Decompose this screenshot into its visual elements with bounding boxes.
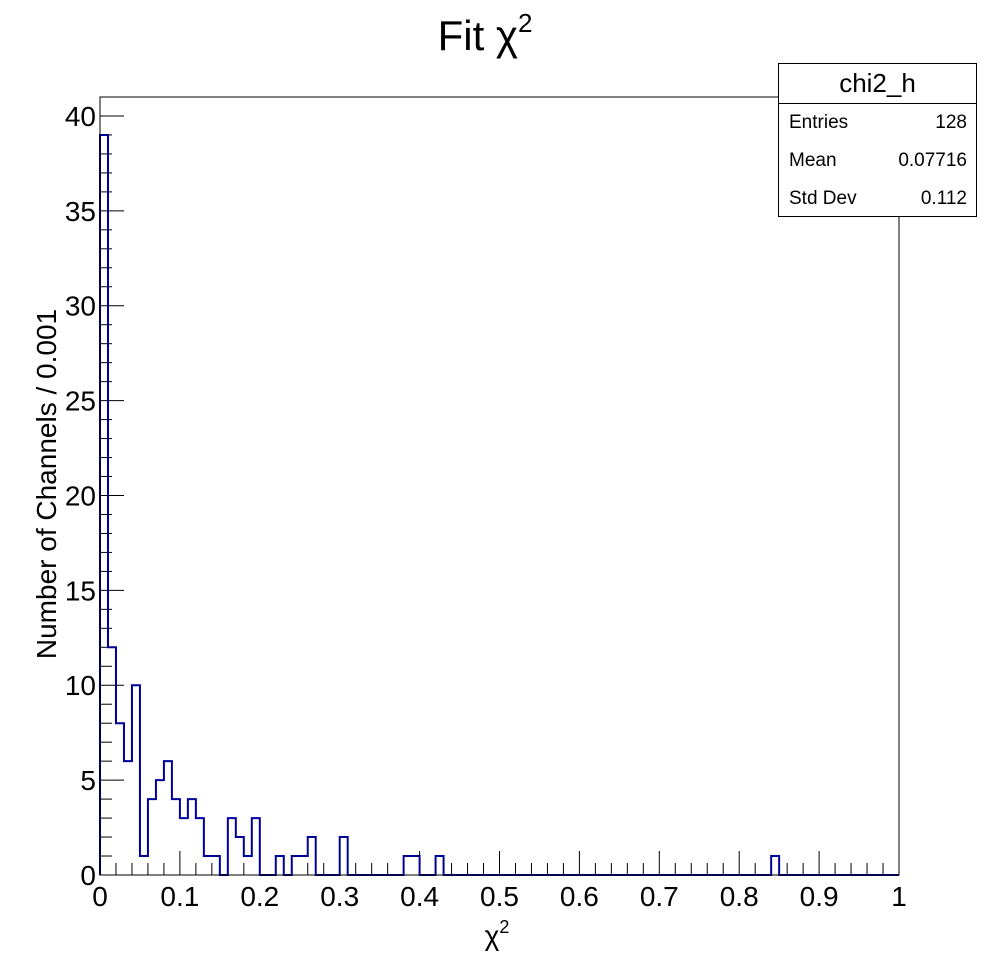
x-axis-tick-labels: 0 0.1 0.2 0.3 0.4 0.5 0.6 0.7 0.8 0.9 1 <box>92 881 907 912</box>
y-tick-label: 5 <box>80 765 96 796</box>
x-axis-label: χ2 <box>485 917 510 951</box>
y-tick-label: 30 <box>65 291 96 322</box>
stats-value: 0.112 <box>920 188 967 209</box>
x-axis-label-text: χ <box>485 920 500 951</box>
y-tick-label: 10 <box>65 670 96 701</box>
stats-label: Entries <box>789 112 849 133</box>
x-tick-label: 1 <box>891 881 907 912</box>
stats-row-mean: Mean 0.07716 <box>779 142 976 180</box>
stats-value: 0.07716 <box>898 150 967 171</box>
y-tick-label: 25 <box>65 386 96 417</box>
stats-box: chi2_h Entries 128 Mean 0.07716 Std Dev … <box>778 63 977 217</box>
y-axis-label: Number of Channels / 0.001 <box>31 309 62 659</box>
chart-title-text: Fit χ <box>438 12 518 59</box>
x-tick-label: 0.9 <box>800 881 839 912</box>
x-axis-label-superscript: 2 <box>499 917 509 937</box>
chart-title: Fit χ2 <box>438 8 533 59</box>
x-tick-label: 0.5 <box>480 881 519 912</box>
stats-value: 128 <box>935 112 967 133</box>
x-tick-label: 0.2 <box>240 881 279 912</box>
x-tick-label: 0 <box>92 881 108 912</box>
y-tick-label: 20 <box>65 480 96 511</box>
stats-label: Mean <box>789 150 837 171</box>
x-tick-label: 0.8 <box>720 881 759 912</box>
x-tick-label: 0.3 <box>320 881 359 912</box>
stats-row-std-dev: Std Dev 0.112 <box>779 180 976 218</box>
x-tick-label: 0.7 <box>640 881 679 912</box>
x-tick-label: 0.1 <box>160 881 199 912</box>
y-tick-label: 40 <box>65 101 96 132</box>
plot-frame <box>99 96 900 876</box>
x-tick-label: 0.6 <box>560 881 599 912</box>
histogram-line <box>99 133 899 876</box>
y-tick-label: 35 <box>65 196 96 227</box>
y-axis-ticks <box>100 96 124 876</box>
stats-label: Std Dev <box>789 188 857 209</box>
x-tick-label: 0.4 <box>400 881 439 912</box>
y-axis-tick-labels: 0 5 10 15 20 25 30 35 40 <box>65 101 96 891</box>
chart-title-superscript: 2 <box>518 8 532 38</box>
stats-row-entries: Entries 128 <box>779 104 976 142</box>
y-tick-label: 15 <box>65 575 96 606</box>
stats-title: chi2_h <box>779 64 976 104</box>
y-tick-label: 0 <box>80 860 96 891</box>
